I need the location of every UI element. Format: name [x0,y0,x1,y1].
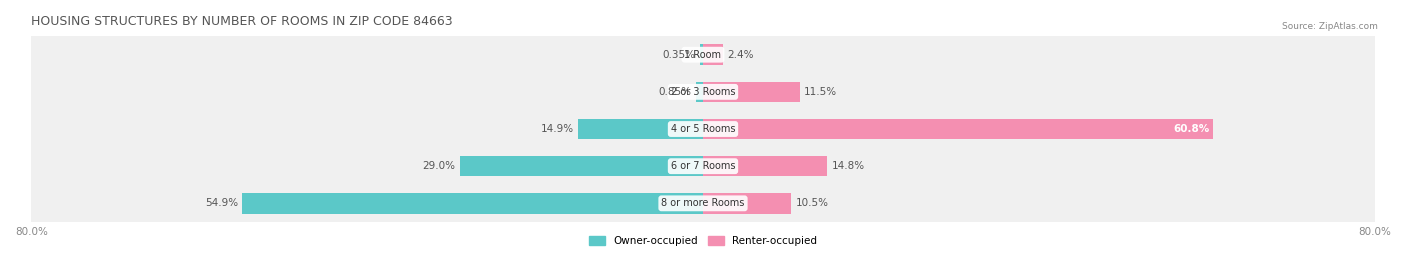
Text: 29.0%: 29.0% [422,161,456,171]
Text: 14.9%: 14.9% [540,124,574,134]
Text: 10.5%: 10.5% [796,198,828,208]
Text: 60.8%: 60.8% [1173,124,1209,134]
Text: 4 or 5 Rooms: 4 or 5 Rooms [671,124,735,134]
Text: 54.9%: 54.9% [205,198,238,208]
Bar [31,36,1375,73]
Bar [703,119,1213,139]
Bar [703,156,827,176]
Text: 2 or 3 Rooms: 2 or 3 Rooms [671,87,735,97]
Bar [31,148,1375,185]
Text: Source: ZipAtlas.com: Source: ZipAtlas.com [1282,22,1378,30]
Bar [578,119,703,139]
Bar [703,193,792,214]
Text: 0.35%: 0.35% [662,50,696,60]
Bar [700,44,703,65]
Bar [460,156,703,176]
Bar [31,73,1375,111]
Text: 14.8%: 14.8% [831,161,865,171]
Bar [31,185,1375,222]
Bar [703,82,800,102]
Text: 11.5%: 11.5% [804,87,837,97]
Text: 8 or more Rooms: 8 or more Rooms [661,198,745,208]
Bar [696,82,703,102]
Text: 2.4%: 2.4% [727,50,754,60]
Bar [242,193,703,214]
Legend: Owner-occupied, Renter-occupied: Owner-occupied, Renter-occupied [585,232,821,250]
Text: 0.85%: 0.85% [658,87,692,97]
Text: 6 or 7 Rooms: 6 or 7 Rooms [671,161,735,171]
Bar [31,111,1375,148]
Text: 1 Room: 1 Room [685,50,721,60]
Text: HOUSING STRUCTURES BY NUMBER OF ROOMS IN ZIP CODE 84663: HOUSING STRUCTURES BY NUMBER OF ROOMS IN… [31,15,453,28]
Bar [703,44,723,65]
